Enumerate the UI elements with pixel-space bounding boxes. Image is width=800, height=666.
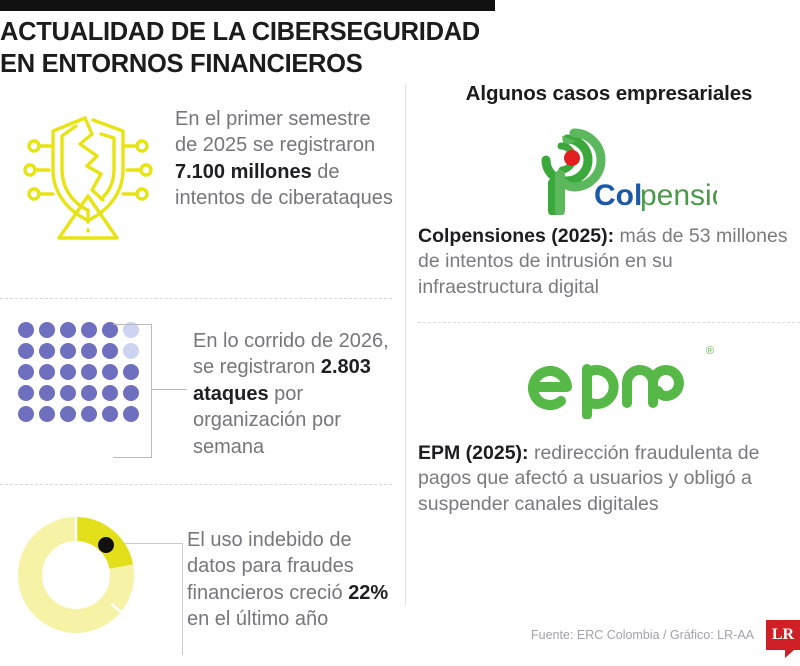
stat-text-data-misuse: El uso indebido de datos para fraudes fi… <box>187 511 395 633</box>
stat-highlight-value: 7.100 millones <box>175 160 312 183</box>
grid-dot <box>102 364 118 380</box>
source-credit: Fuente: ERC Colombia / Gráfico: LR-AA <box>531 628 754 642</box>
donut-leader-horizontal <box>120 543 182 544</box>
grid-dot <box>60 343 76 359</box>
donut-chart-icon <box>12 517 140 643</box>
cases-section-title: Algunos casos empresariales <box>465 82 753 105</box>
grid-dot <box>18 385 34 401</box>
grid-dot-light <box>123 322 139 338</box>
grid-dot <box>60 364 76 380</box>
stat-text-weekly-attacks: En lo corrido de 2026, se registraron 2.… <box>193 304 395 460</box>
case-text-colpensiones: Colpensiones (2025): más de 53 millones … <box>418 224 800 300</box>
grid-dot <box>39 364 55 380</box>
grid-dot <box>18 322 34 338</box>
left-statistics-column: En el primer semestre de 2025 se registr… <box>0 104 395 655</box>
grid-dot <box>123 364 139 380</box>
svg-text:pensiones: pensiones <box>640 179 717 212</box>
grid-dot <box>81 343 97 359</box>
case-label: EPM (2025): <box>418 442 529 465</box>
page-title-line-1: ACTUALIDAD DE LA CIBERSEGURIDAD <box>0 18 480 46</box>
grid-dot <box>81 364 97 380</box>
svg-text:Col: Col <box>594 179 642 212</box>
stat-text-prefix: En el primer semestre de 2025 se registr… <box>175 108 376 157</box>
grid-dot <box>39 406 55 422</box>
page-title: ACTUALIDAD DE LA CIBERSEGURIDAD EN ENTOR… <box>0 16 520 80</box>
top-accent-bar <box>0 0 495 11</box>
stat-item-data-misuse: El uso indebido de datos para fraudes fi… <box>0 489 395 655</box>
dot-grid-bracket <box>113 324 152 458</box>
page-title-line-2: EN ENTORNOS FINANCIEROS <box>0 50 363 79</box>
grid-dot <box>81 322 97 338</box>
donut-leader-vertical <box>182 543 183 655</box>
grid-dot <box>102 385 118 401</box>
grid-dot <box>102 406 118 422</box>
grid-dot <box>39 322 55 338</box>
stat-text-suffix: de intentos de ciberataques <box>175 160 393 210</box>
case-divider <box>418 322 800 324</box>
grid-dot <box>123 385 139 401</box>
case-description: más de 53 millones de intentos de intrus… <box>418 225 788 298</box>
case-label: Colpensiones (2025): <box>418 225 615 247</box>
stat-text-suffix: en el último año <box>187 608 329 631</box>
stat-item-weekly-attacks: En lo corrido de 2026, se registraron 2.… <box>0 288 395 489</box>
grid-dot <box>18 364 34 380</box>
stat-figure-donut <box>0 511 187 655</box>
case-text-epm: EPM (2025): redirección fraudulenta de p… <box>418 441 800 517</box>
stat-text-suffix: por organización por semana <box>193 382 341 458</box>
broken-shield-circuit-icon <box>13 104 163 249</box>
footer: Fuente: ERC Colombia / Gráfico: LR-AA LR <box>418 620 800 658</box>
grid-dot <box>60 322 76 338</box>
grid-dot <box>39 343 55 359</box>
stat-text-prefix: En lo corrido de 2026, se registraron <box>193 330 389 379</box>
stat-text-prefix: El uso indebido de datos para fraudes fi… <box>187 529 354 604</box>
case-item-colpensiones: Col pensiones Colpensiones (2025): más d… <box>418 124 800 300</box>
grid-dot <box>39 385 55 401</box>
grid-dot <box>81 385 97 401</box>
registered-trademark-icon: ® <box>705 344 714 357</box>
stat-item-cyberattacks: En el primer semestre de 2025 se registr… <box>0 104 395 288</box>
la-republica-logo: LR <box>766 620 800 658</box>
stat-figure-dot-grid <box>0 304 193 458</box>
grid-dot <box>60 406 76 422</box>
grid-dot <box>18 406 34 422</box>
la-republica-logo-text: LR <box>771 626 795 643</box>
section-divider-1 <box>0 298 392 299</box>
dot-grid-leader-line <box>151 389 187 390</box>
colpensiones-logo: Col pensiones <box>418 124 800 216</box>
grid-dot <box>123 406 139 422</box>
grid-dot-light <box>123 343 139 359</box>
grid-dot <box>102 343 118 359</box>
dot-grid-icon <box>18 322 139 422</box>
column-divider <box>405 84 406 606</box>
stat-highlight-value: 2.803 ataques <box>193 356 371 405</box>
stat-figure-shield <box>0 104 175 249</box>
case-item-epm: ® EPM (2025): redirección fraudulenta de… <box>418 337 800 517</box>
grid-dot <box>102 322 118 338</box>
case-description: redirección fraudulenta de pagos que afe… <box>418 442 760 515</box>
stat-text-cyberattacks: En el primer semestre de 2025 se registr… <box>175 104 395 212</box>
section-divider-2 <box>0 484 392 485</box>
grid-dot <box>81 406 97 422</box>
grid-dot <box>60 385 76 401</box>
grid-dot <box>18 343 34 359</box>
epm-logo: ® <box>418 337 800 433</box>
right-cases-column: Algunos casos empresariales <box>418 82 800 517</box>
stat-highlight-value: 22% <box>348 581 389 604</box>
